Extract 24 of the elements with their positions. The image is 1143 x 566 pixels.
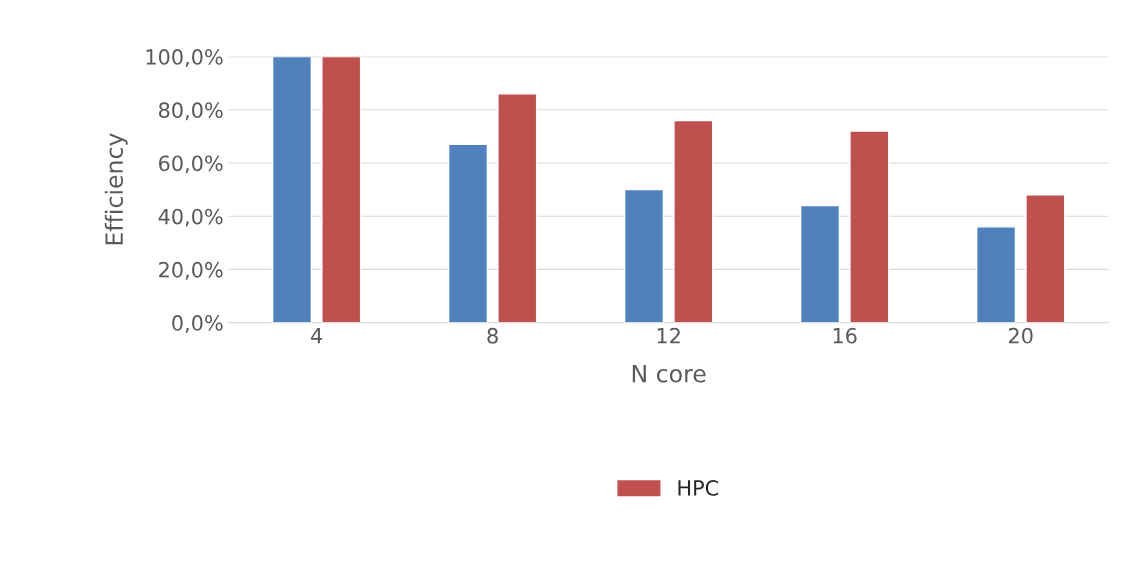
bar: [497, 93, 538, 323]
bar: [321, 56, 362, 323]
y-tick-label: 40,0%: [158, 208, 223, 227]
bar: [1025, 194, 1066, 323]
x-tick-label: 4: [311, 328, 323, 344]
y-tick-label: 100,0%: [146, 49, 223, 67]
bar: [849, 130, 890, 323]
y-tick-label: 60,0%: [159, 155, 223, 174]
x-tick-label: 20: [1008, 327, 1033, 344]
bar: [271, 56, 313, 323]
x-tick-label: 16: [833, 327, 857, 344]
y-tick-label: 0,0%: [172, 315, 223, 333]
y-axis-title: Efficiency: [104, 133, 128, 245]
x-tick-label: 8: [487, 327, 498, 344]
bar: [975, 226, 1017, 323]
y-tick-label: 20,0%: [159, 261, 223, 280]
bar: [447, 143, 489, 323]
bar: [799, 204, 841, 323]
x-tick-label: 12: [657, 327, 680, 344]
y-tick-label: 80,0%: [158, 102, 223, 121]
legend-label: HPC: [678, 480, 719, 496]
x-axis-title: N core: [632, 365, 706, 383]
bar: [623, 188, 665, 323]
bar: [673, 119, 714, 323]
